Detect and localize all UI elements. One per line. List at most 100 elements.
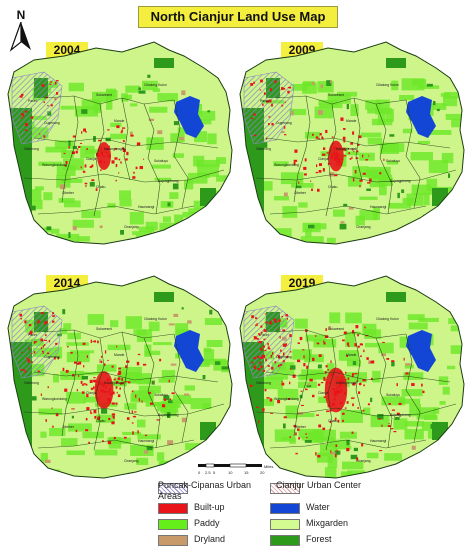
builtup-patch xyxy=(317,454,321,458)
builtup-patch xyxy=(329,409,333,412)
builtup-patch xyxy=(93,386,95,389)
place-label: Mande xyxy=(346,353,356,357)
builtup-patch xyxy=(288,398,291,400)
district-boundary xyxy=(265,137,451,149)
builtup-patch xyxy=(107,359,109,361)
paddy-patch xyxy=(439,462,456,470)
district-boundary xyxy=(255,403,457,417)
builtup-patch xyxy=(372,360,375,364)
builtup-patch xyxy=(303,166,307,170)
builtup-patch xyxy=(171,392,175,395)
builtup-patch xyxy=(336,161,339,163)
builtup-patch xyxy=(25,123,28,126)
paddy-patch xyxy=(259,181,273,191)
paddy-patch xyxy=(157,403,174,412)
builtup-patch xyxy=(293,424,297,428)
land-use-layer xyxy=(240,42,464,244)
paddy-patch xyxy=(301,436,323,441)
builtup-patch xyxy=(47,386,49,389)
builtup-patch xyxy=(379,450,383,452)
builtup-patch xyxy=(250,83,254,86)
paddy-patch xyxy=(161,370,176,380)
builtup-patch xyxy=(34,340,37,343)
water-body xyxy=(174,330,204,372)
paddy-patch xyxy=(302,82,317,94)
paddy-patch xyxy=(158,378,175,383)
builtup-patch xyxy=(269,321,272,325)
forest-patch xyxy=(389,134,395,137)
builtup-patch xyxy=(319,133,322,136)
builtup-patch xyxy=(253,336,257,340)
builtup-patch xyxy=(282,343,287,347)
paddy-patch xyxy=(175,323,189,335)
builtup-patch xyxy=(96,152,98,156)
builtup-patch xyxy=(55,413,59,417)
builtup-patch xyxy=(254,324,258,326)
builtup-patch xyxy=(270,354,273,358)
builtup-patch xyxy=(107,155,111,158)
builtup-patch xyxy=(337,386,339,389)
builtup-patch xyxy=(352,178,355,182)
builtup-patch xyxy=(276,354,278,357)
builtup-patch xyxy=(124,381,128,383)
forest-patch xyxy=(394,417,400,420)
district-boundary xyxy=(93,103,105,217)
forest-patch xyxy=(343,203,348,207)
builtup-patch xyxy=(106,152,108,155)
builtup-patch xyxy=(52,320,55,323)
builtup-patch xyxy=(93,379,96,382)
paddy-patch xyxy=(81,210,101,218)
paddy-patch xyxy=(66,450,85,456)
dryland-patch xyxy=(130,131,133,137)
district-boundary xyxy=(43,329,175,339)
district-boundary xyxy=(325,103,337,217)
builtup-patch xyxy=(334,148,336,151)
builtup-patch xyxy=(120,161,122,164)
builtup-patch xyxy=(262,409,265,412)
paddy-patch xyxy=(61,149,74,158)
forest-patch xyxy=(89,182,95,187)
paddy-patch xyxy=(26,189,42,201)
builtup-patch xyxy=(73,361,77,364)
builtup-patch xyxy=(330,149,332,151)
paddy-patch xyxy=(43,192,53,201)
builtup-patch xyxy=(30,116,34,119)
forest-patch xyxy=(432,101,436,106)
district-boundary xyxy=(353,97,363,181)
builtup-patch xyxy=(75,429,78,433)
paddy-patch xyxy=(271,228,292,239)
paddy-patch xyxy=(184,180,194,190)
district-boundary xyxy=(375,337,393,449)
legend-swatch xyxy=(270,519,300,530)
builtup-patch xyxy=(339,380,342,383)
paddy-patch xyxy=(122,431,142,436)
paddy-patch xyxy=(409,403,421,417)
builtup-patch xyxy=(253,113,256,116)
builtup-patch xyxy=(137,353,141,356)
builtup-patch xyxy=(80,380,83,384)
builtup-patch xyxy=(125,158,128,161)
district-boundary xyxy=(325,337,337,451)
builtup-patch xyxy=(352,373,355,375)
builtup-patch xyxy=(85,131,87,133)
builtup-patch xyxy=(81,131,83,134)
builtup-patch xyxy=(118,367,121,370)
builtup-patch xyxy=(80,166,82,169)
builtup-patch xyxy=(318,138,321,140)
builtup-patch xyxy=(262,408,265,410)
builtup-patch xyxy=(86,394,89,398)
builtup-patch xyxy=(315,335,317,337)
builtup-patch xyxy=(264,388,267,392)
builtup-patch xyxy=(259,361,261,364)
forest-patch xyxy=(31,396,37,401)
place-label: Cianjur xyxy=(86,391,98,395)
place-label: Karangtengah xyxy=(104,381,125,385)
builtup-patch xyxy=(19,95,23,98)
paddy-patch xyxy=(137,419,146,428)
paddy-patch xyxy=(56,233,80,242)
builtup-patch xyxy=(42,345,44,348)
builtup-patch xyxy=(338,159,340,163)
builtup-patch xyxy=(30,352,33,354)
paddy-patch xyxy=(291,183,314,188)
builtup-patch xyxy=(316,164,318,168)
